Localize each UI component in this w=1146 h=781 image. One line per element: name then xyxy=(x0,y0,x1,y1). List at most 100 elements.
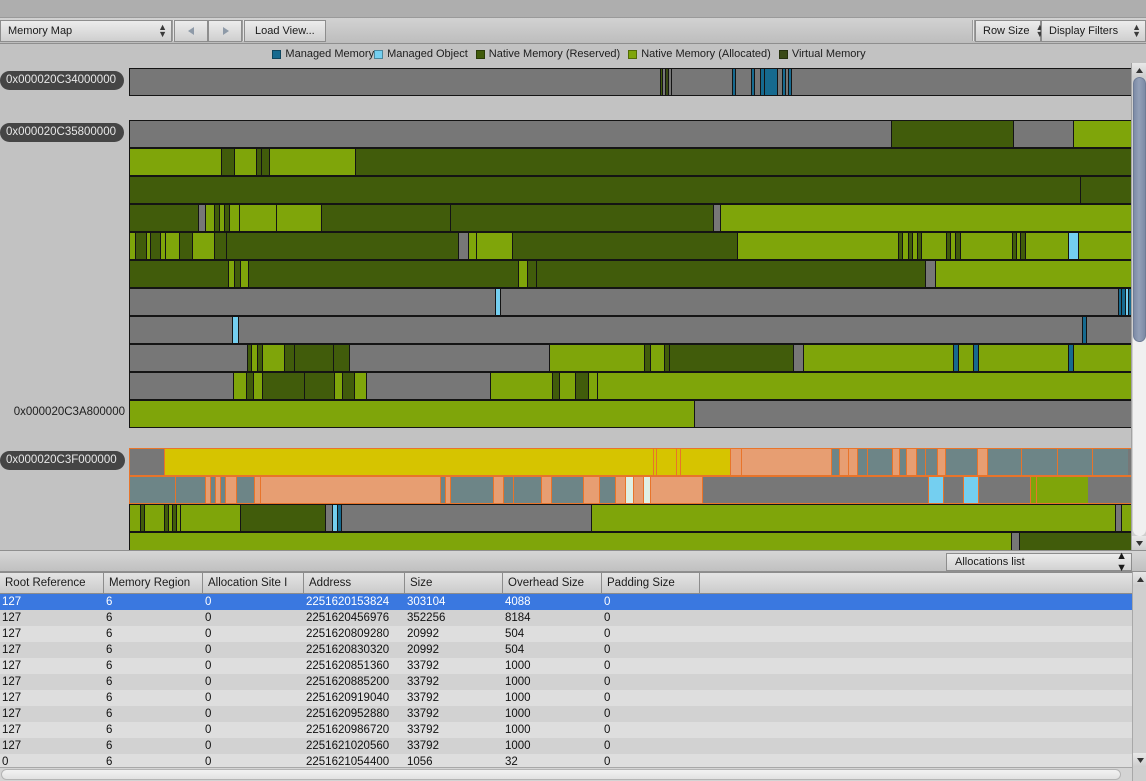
nav-forward-button[interactable] xyxy=(208,20,242,42)
table-column-header[interactable]: Allocation Site I xyxy=(203,573,304,593)
memory-map-block[interactable] xyxy=(260,477,441,503)
memory-map-block[interactable] xyxy=(924,261,935,287)
memory-map-block[interactable] xyxy=(130,205,199,231)
memory-map-row[interactable] xyxy=(129,448,1132,476)
scroll-down-arrow-icon[interactable] xyxy=(1133,753,1146,767)
memory-map-block[interactable] xyxy=(972,345,978,371)
memory-map-block[interactable] xyxy=(937,449,946,475)
memory-map-block[interactable] xyxy=(256,149,262,175)
memory-map-row[interactable] xyxy=(129,532,1132,550)
memory-map-block[interactable] xyxy=(790,69,1131,95)
memory-map-block[interactable] xyxy=(234,149,257,175)
memory-map-block[interactable] xyxy=(1018,533,1131,550)
memory-map-block[interactable] xyxy=(503,477,514,503)
memory-map-block[interactable] xyxy=(962,477,978,503)
memory-map-block[interactable] xyxy=(130,401,694,427)
memory-map-block[interactable] xyxy=(450,205,713,231)
allocations-table[interactable]: Root Reference Memory Region Allocation Si… xyxy=(0,572,1146,781)
memory-map-block[interactable] xyxy=(160,233,165,259)
memory-map-block[interactable] xyxy=(662,69,666,95)
memory-map-block[interactable] xyxy=(927,477,943,503)
memory-map-block[interactable] xyxy=(848,449,858,475)
memory-map-block[interactable] xyxy=(150,233,160,259)
memory-map-block[interactable] xyxy=(130,69,660,95)
memory-map-block[interactable] xyxy=(644,345,651,371)
memory-map-block[interactable] xyxy=(1072,345,1131,371)
memory-map-block[interactable] xyxy=(252,373,262,399)
memory-map-block[interactable] xyxy=(899,449,907,475)
memory-map-block[interactable] xyxy=(489,373,553,399)
memory-map-block[interactable] xyxy=(977,449,988,475)
memory-map-block[interactable] xyxy=(676,449,681,475)
memory-map-panel[interactable]: 0x000020C34000000 0x000020C35800000 0x0000… xyxy=(0,63,1146,550)
memory-map-block[interactable] xyxy=(949,233,955,259)
memory-map-block[interactable] xyxy=(712,205,720,231)
table-row[interactable]: 0 6 0 2251621054400 1056 32 0 xyxy=(0,754,1146,770)
memory-map-block[interactable] xyxy=(735,69,752,95)
memory-map-block[interactable] xyxy=(232,317,239,343)
memory-map-block[interactable] xyxy=(325,505,333,531)
memory-map-block[interactable] xyxy=(130,261,229,287)
memory-map-block[interactable] xyxy=(262,345,285,371)
memory-map-block[interactable] xyxy=(831,449,840,475)
memory-map-block[interactable] xyxy=(334,373,343,399)
memory-map-block[interactable] xyxy=(665,69,669,95)
memory-map-block[interactable] xyxy=(445,477,451,503)
memory-map-block[interactable] xyxy=(130,289,496,315)
memory-map-block[interactable] xyxy=(591,505,1115,531)
memory-map-block[interactable] xyxy=(652,449,657,475)
memory-map-block[interactable] xyxy=(512,233,738,259)
memory-map-block[interactable] xyxy=(787,69,791,95)
table-column-header[interactable]: Size xyxy=(405,573,503,593)
memory-map-block[interactable] xyxy=(664,345,670,371)
memory-map-block[interactable] xyxy=(1079,177,1131,203)
memory-map-block[interactable] xyxy=(1077,233,1131,259)
memory-map-block[interactable] xyxy=(179,233,192,259)
memory-map-block[interactable] xyxy=(144,505,165,531)
memory-map-block[interactable] xyxy=(172,505,177,531)
memory-map-block[interactable] xyxy=(468,233,477,259)
memory-map-block[interactable] xyxy=(987,449,1022,475)
memory-map-block[interactable] xyxy=(587,373,597,399)
memory-map-block[interactable] xyxy=(146,233,150,259)
table-column-header[interactable]: Padding Size xyxy=(602,573,700,593)
memory-map-block[interactable] xyxy=(333,345,350,371)
memory-map-block[interactable] xyxy=(176,505,181,531)
memory-map-block[interactable] xyxy=(198,205,206,231)
memory-map-block[interactable] xyxy=(1021,449,1058,475)
memory-map-block[interactable] xyxy=(440,477,446,503)
memory-map-vertical-scrollbar[interactable] xyxy=(1131,63,1146,550)
memory-map-block[interactable] xyxy=(1035,477,1088,503)
memory-map-block[interactable] xyxy=(541,477,552,503)
memory-map-block[interactable] xyxy=(254,477,261,503)
memory-map-block[interactable] xyxy=(1114,505,1121,531)
memory-map-block[interactable] xyxy=(247,345,252,371)
memory-map-block[interactable] xyxy=(245,373,253,399)
memory-map-block[interactable] xyxy=(1015,233,1020,259)
memory-map-block[interactable] xyxy=(130,233,135,259)
memory-map-block[interactable] xyxy=(304,373,335,399)
memory-map-block[interactable] xyxy=(551,477,584,503)
scroll-up-arrow-icon[interactable] xyxy=(1132,63,1146,77)
memory-map-row[interactable] xyxy=(129,120,1132,148)
memory-map-block[interactable] xyxy=(239,205,277,231)
memory-map-block[interactable] xyxy=(763,69,777,95)
memory-map-block[interactable] xyxy=(751,69,754,95)
memory-map-block[interactable] xyxy=(500,289,1118,315)
memory-map-row[interactable] xyxy=(129,344,1132,372)
memory-map-block[interactable] xyxy=(1117,289,1121,315)
memory-map-block[interactable] xyxy=(741,449,832,475)
memory-map-block[interactable] xyxy=(1124,289,1128,315)
scrollbar-thumb[interactable] xyxy=(1133,77,1146,342)
memory-map-block[interactable] xyxy=(781,69,785,95)
memory-map-block[interactable] xyxy=(248,261,519,287)
memory-map-block[interactable] xyxy=(261,373,305,399)
table-row[interactable]: 127 6 0 2251620986720 33792 1000 0 xyxy=(0,722,1146,738)
memory-map-block[interactable] xyxy=(625,477,634,503)
memory-map-block[interactable] xyxy=(513,477,542,503)
memory-map-block[interactable] xyxy=(784,69,788,95)
memory-map-block[interactable] xyxy=(219,205,225,231)
memory-map-block[interactable] xyxy=(130,373,234,399)
memory-map-block[interactable] xyxy=(1085,317,1131,343)
memory-map-block[interactable] xyxy=(536,261,925,287)
